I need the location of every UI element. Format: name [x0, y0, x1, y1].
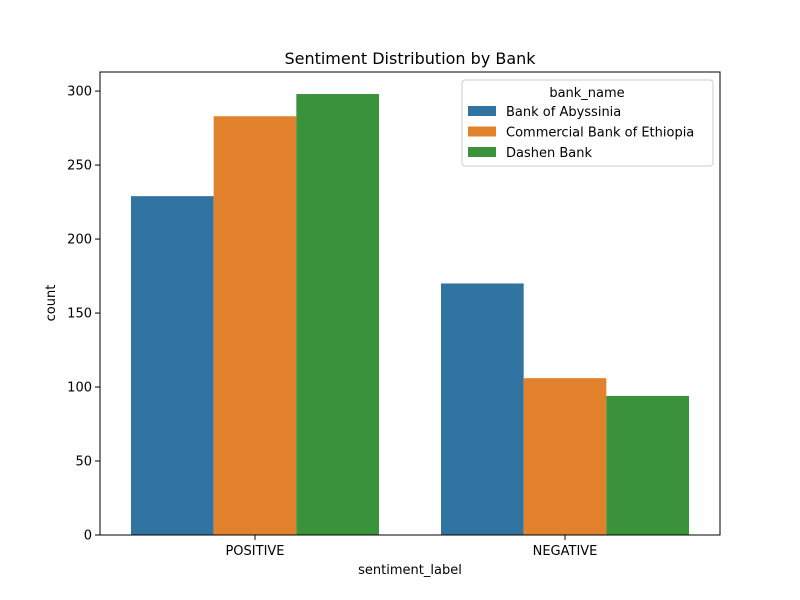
bar-negative-bank-of-abyssinia	[441, 283, 524, 535]
y-tick-label: 50	[75, 455, 92, 470]
y-tick-label: 100	[67, 381, 92, 396]
x-axis-ticks: POSITIVE NEGATIVE	[225, 535, 597, 559]
legend-swatch	[468, 126, 496, 137]
legend-entry-label: Commercial Bank of Ethiopia	[506, 126, 694, 141]
bar-negative-dashen-bank	[606, 395, 689, 535]
legend-swatch	[468, 106, 496, 116]
legend: bank_name Bank of Abyssinia Commercial Ba…	[461, 79, 714, 167]
bar-positive-commercial-bank-of-ethiopia	[213, 116, 297, 535]
y-axis-label: count	[44, 285, 59, 322]
legend-items: Bank of Abyssinia Commercial Bank of Ethi…	[468, 105, 694, 161]
legend-swatch	[468, 147, 496, 157]
x-tick-label: NEGATIVE	[533, 544, 598, 559]
plot-frame	[99, 71, 721, 536]
legend-entry-label: Dashen Bank	[506, 146, 592, 161]
y-tick-label: 200	[67, 233, 92, 248]
y-tick-label: 150	[67, 307, 92, 322]
y-tick-label: 0	[84, 529, 92, 544]
chart-title: Sentiment Distribution by Bank	[284, 49, 536, 68]
legend-entry-label: Bank of Abyssinia	[506, 105, 621, 120]
legend-box	[461, 79, 714, 167]
x-axis-label: sentiment_label	[358, 563, 462, 578]
bar-negative-commercial-bank-of-ethiopia	[523, 378, 607, 535]
x-tick-label: POSITIVE	[225, 544, 284, 559]
bar-positive-dashen-bank	[296, 94, 379, 536]
y-tick-label: 250	[67, 159, 92, 174]
bar-positive-bank-of-abyssinia	[131, 196, 214, 535]
legend-title: bank_name	[549, 86, 624, 101]
bars-layer	[131, 94, 689, 536]
y-tick-label: 300	[67, 85, 92, 100]
y-axis-ticks: 0 50 100 150 200 250 300	[67, 85, 100, 544]
